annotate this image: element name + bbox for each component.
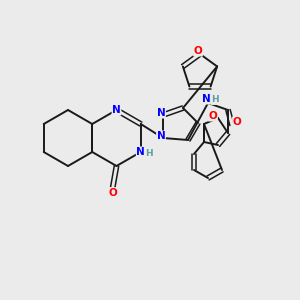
- Text: N: N: [202, 94, 210, 104]
- Text: O: O: [194, 46, 202, 56]
- Text: O: O: [232, 117, 242, 127]
- Text: O: O: [208, 111, 217, 121]
- Text: N: N: [157, 131, 165, 141]
- Text: O: O: [108, 188, 117, 198]
- Text: N: N: [112, 105, 121, 115]
- Text: H: H: [145, 149, 153, 158]
- Text: N: N: [136, 147, 145, 157]
- Text: N: N: [157, 108, 165, 118]
- Text: H: H: [211, 95, 219, 104]
